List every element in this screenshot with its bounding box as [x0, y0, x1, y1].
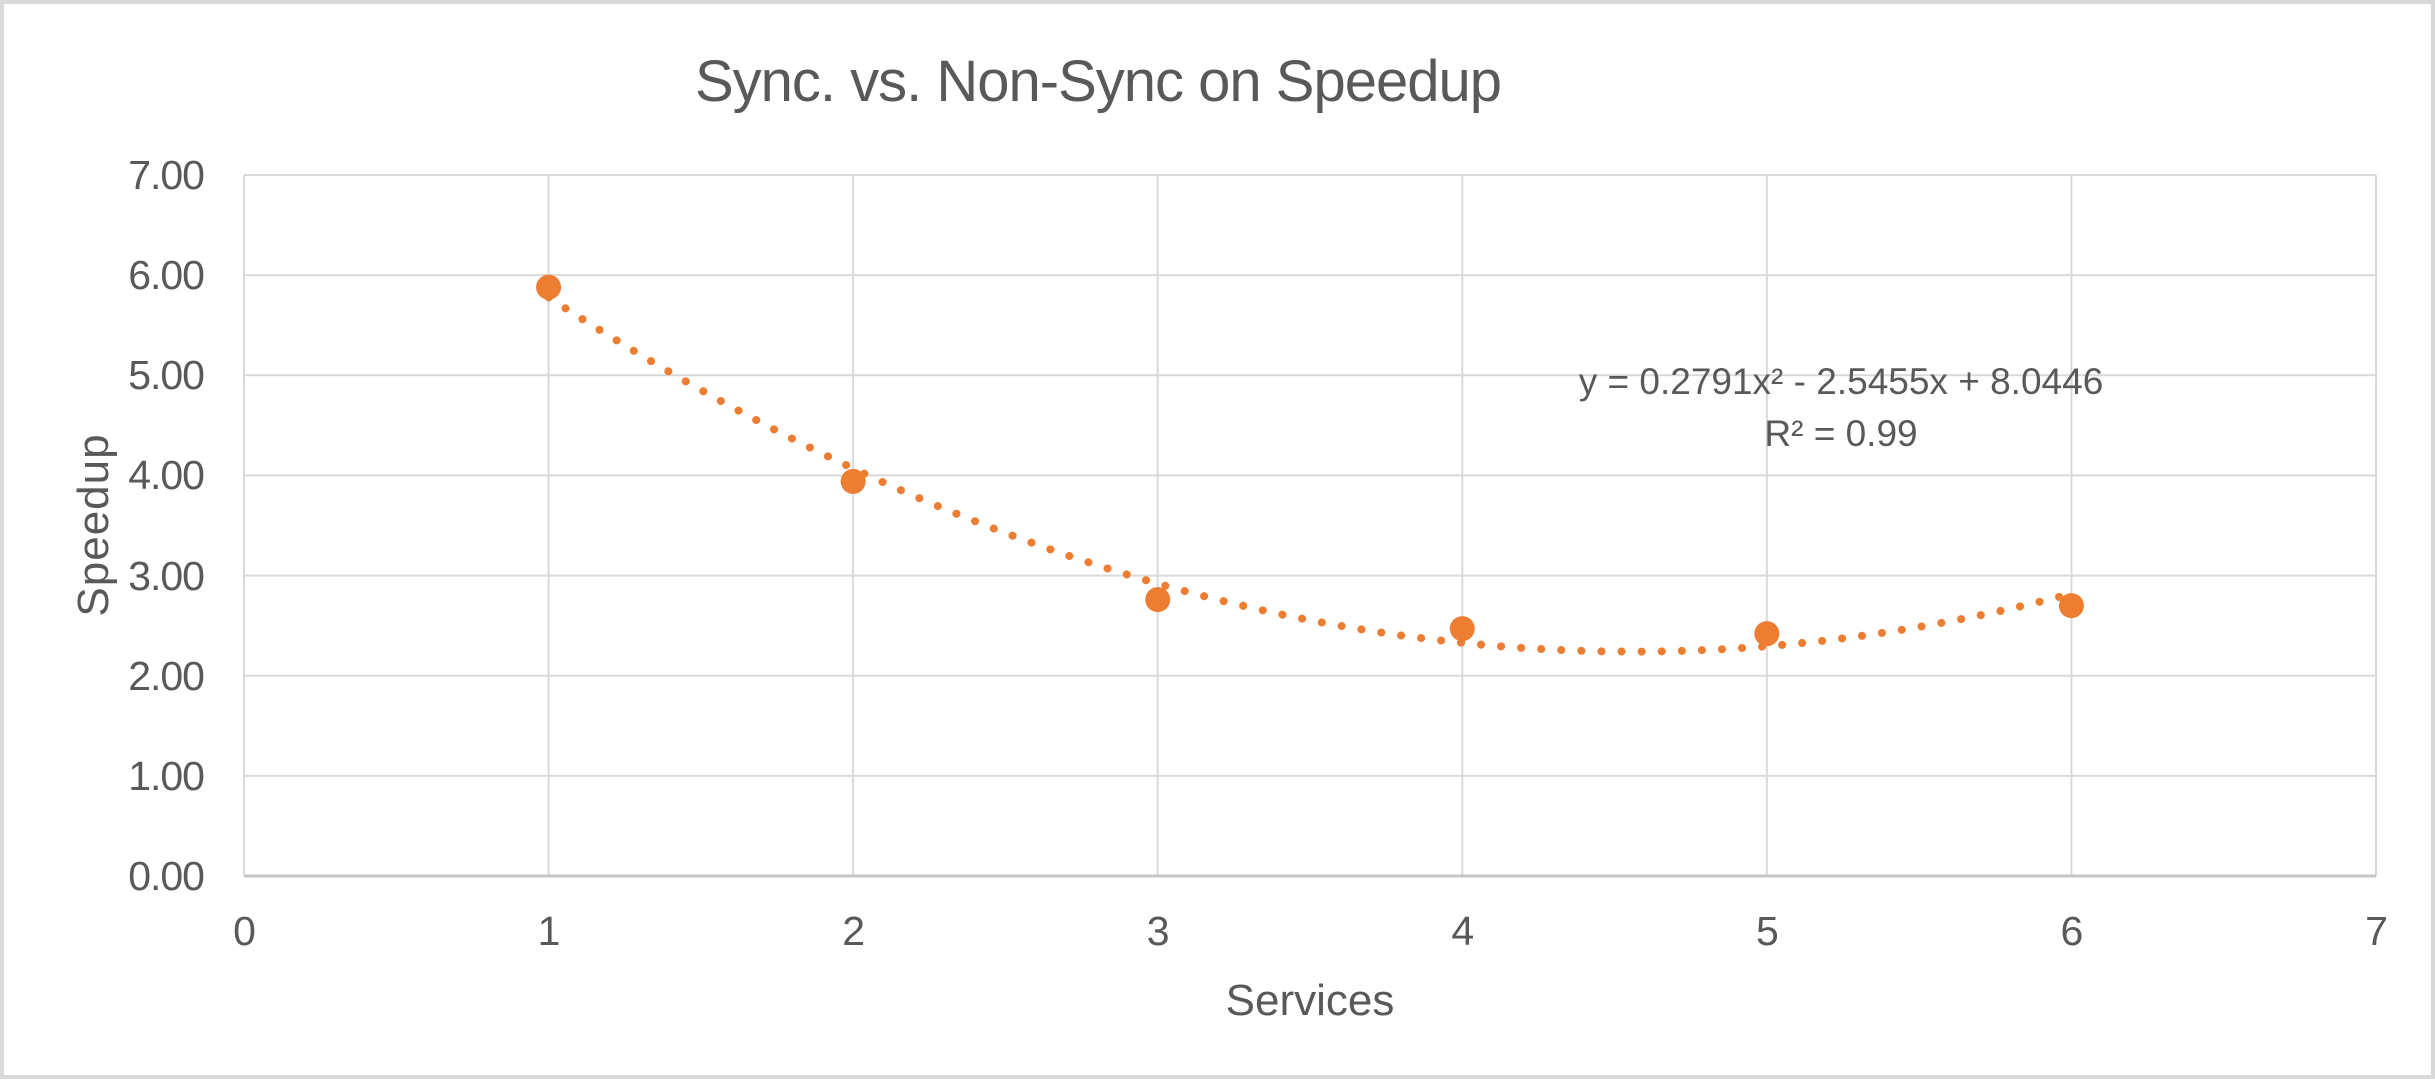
x-tick-label: 1: [537, 908, 561, 954]
x-tick-label: 4: [1451, 908, 1474, 954]
data-point: [536, 274, 562, 300]
y-tick-label: 7.00: [128, 152, 205, 198]
x-tick-label: 5: [1755, 908, 1779, 954]
chart-title: Sync. vs. Non-Sync on Speedup: [694, 49, 1502, 114]
y-tick-label: 2.00: [128, 652, 205, 699]
trendline-equation: y = 0.2791x² - 2.5455x + 8.0446: [1578, 361, 2104, 402]
trendline-r-squared: R² = 0.99: [1764, 413, 1918, 454]
data-point: [1449, 616, 1475, 642]
plot-area: [243, 174, 2377, 878]
x-tick-label: 6: [2060, 908, 2084, 954]
y-tick-label: 6.00: [128, 252, 205, 299]
data-point: [840, 468, 866, 494]
y-tick-label: 4.00: [128, 452, 205, 499]
x-axis-title: Services: [1225, 976, 1395, 1025]
data-point: [1754, 621, 1780, 647]
trendline-label: y = 0.2791x² - 2.5455x + 8.0446 R² = 0.9…: [1579, 356, 2104, 460]
y-tick-label: 5.00: [128, 352, 205, 399]
y-tick-label: 3.00: [128, 552, 205, 599]
x-tick-label: 2: [842, 908, 865, 954]
x-tick-label: 0: [233, 908, 256, 954]
y-tick-label: 0.00: [128, 853, 205, 899]
data-point: [2058, 593, 2084, 619]
data-point: [1145, 587, 1171, 613]
y-tick-label: 1.00: [128, 752, 205, 799]
x-tick-label: 3: [1146, 908, 1170, 954]
x-tick-label: 7: [2365, 908, 2388, 954]
